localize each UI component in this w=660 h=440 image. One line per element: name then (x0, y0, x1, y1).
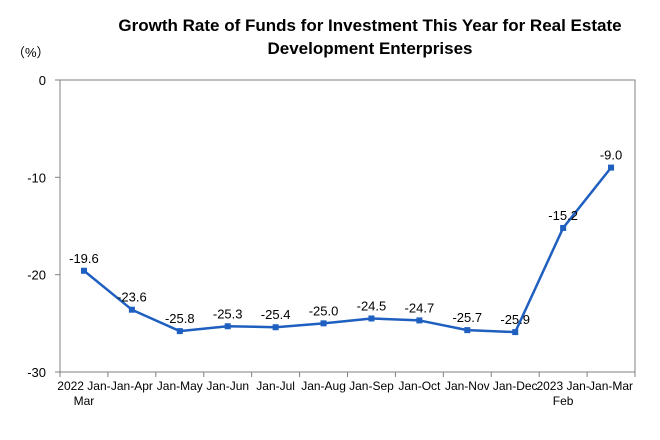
data-point-marker (464, 327, 471, 334)
data-point-marker (128, 306, 135, 313)
data-label: -23.6 (117, 290, 147, 305)
x-tick-label: 2022 Jan-Mar (57, 379, 110, 408)
x-tick-label: Jan-Mar (589, 379, 633, 393)
data-label: -25.4 (261, 307, 291, 322)
y-tick-label: -10 (27, 170, 46, 185)
data-label: -24.7 (405, 300, 435, 315)
x-tick-label: Jan-Jul (256, 379, 295, 393)
data-point-marker (512, 329, 519, 336)
data-label: -25.9 (500, 312, 530, 327)
data-label: -25.7 (452, 310, 482, 325)
data-label: -19.6 (69, 251, 99, 266)
x-tick-label: Jan-Nov (445, 379, 490, 393)
y-tick-label: -30 (27, 365, 46, 380)
x-tick-label: Jan-Aug (301, 379, 346, 393)
data-label: -9.0 (600, 148, 622, 163)
x-tick-label: Jan-Jun (206, 379, 249, 393)
plot-frame (59, 79, 636, 373)
x-tick-label: Jan-Dec (493, 379, 538, 393)
data-point-marker (368, 315, 375, 322)
data-label: -15.2 (548, 208, 578, 223)
data-point-marker (560, 224, 567, 231)
data-point-marker (272, 324, 279, 331)
y-tick-label: 0 (39, 73, 46, 88)
data-point-marker (320, 320, 327, 327)
y-tick-label: -20 (27, 268, 46, 283)
x-tick-label: Jan-Apr (111, 379, 153, 393)
series-line (83, 166, 613, 334)
data-point-marker (80, 267, 87, 274)
x-tick-label: Jan-Sep (349, 379, 394, 393)
data-point-marker (176, 328, 183, 335)
y-axis-unit-label: （%） (12, 45, 50, 60)
data-label: -25.8 (165, 311, 195, 326)
data-point-marker (224, 323, 231, 330)
chart-title-line-1: Growth Rate of Funds for Investment This… (118, 16, 622, 35)
chart-title-line-2: Development Enterprises (267, 39, 473, 58)
data-point-marker (416, 317, 423, 324)
x-tick-label: Jan-Oct (398, 379, 441, 393)
data-point-marker (608, 164, 615, 171)
x-tick-label: 2023 Jan-Feb (536, 379, 589, 408)
x-tick-label: Jan-May (157, 379, 203, 393)
chart-title: Growth Rate of Funds for Investment This… (90, 14, 650, 60)
data-label: -25.3 (213, 306, 243, 321)
data-label: -24.5 (357, 298, 387, 313)
data-label: -25.0 (309, 303, 339, 318)
